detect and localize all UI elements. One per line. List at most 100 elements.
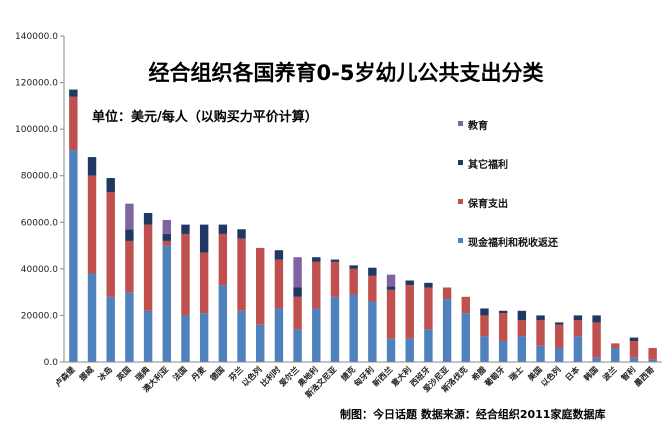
bar-segment <box>87 175 97 274</box>
x-tick-label: 以色列 <box>240 364 264 388</box>
bar-segment <box>218 285 228 362</box>
bar-segment <box>424 287 433 330</box>
x-tick-label: 挪威 <box>77 364 95 382</box>
bar-segment <box>218 233 228 286</box>
bar-segment <box>573 315 583 321</box>
bar-segment <box>648 359 657 362</box>
bar-segment <box>293 257 302 288</box>
y-tick-label: 140000.0 <box>15 32 58 42</box>
bar-segment <box>143 224 153 311</box>
bar-segment <box>293 287 302 297</box>
y-tick-label: 20000.0 <box>21 311 58 321</box>
bar-segment <box>349 294 358 362</box>
x-tick-label: 丹麦 <box>188 364 208 384</box>
bar-segment <box>106 192 115 297</box>
bar-segment <box>424 329 433 362</box>
y-tick-label: 80000.0 <box>21 172 58 182</box>
bar-segment <box>181 315 190 362</box>
bar-segment <box>555 324 564 349</box>
x-tick-label: 韩国 <box>582 364 600 382</box>
bar-segment <box>162 245 171 362</box>
y-tick-label: 40000.0 <box>21 265 58 275</box>
bar-segment <box>199 252 209 314</box>
bar-segment <box>611 343 620 349</box>
bar-segment <box>442 287 452 300</box>
bar-segment <box>368 267 377 276</box>
bar-segment <box>162 240 171 246</box>
legend-swatch <box>458 121 463 126</box>
bar-segment <box>87 157 97 176</box>
bar-segment <box>274 250 284 260</box>
bar-segment <box>312 257 321 262</box>
bar-segment <box>424 282 433 288</box>
y-tick-label: 120000.0 <box>15 79 58 89</box>
x-tick-label: 新西兰 <box>370 364 394 388</box>
bar-segment <box>461 296 470 314</box>
x-tick-label: 瑞士 <box>507 364 525 382</box>
x-tick-label: 以色列 <box>539 364 563 388</box>
bar-segment <box>143 212 153 225</box>
bar-segment <box>517 310 527 321</box>
bar-segment <box>498 341 508 362</box>
bar-segment <box>498 310 508 314</box>
bar-segment <box>592 315 601 323</box>
bar-segment <box>218 224 228 234</box>
bar-segment <box>536 320 545 346</box>
y-tick-label: 100000.0 <box>15 125 58 135</box>
bar-segment <box>648 348 657 360</box>
bar-segment <box>312 261 321 309</box>
bar-segment <box>162 233 171 241</box>
bar-segment <box>386 289 396 339</box>
bar-segment <box>274 308 284 362</box>
bar-segment <box>125 229 134 241</box>
bar-segment <box>592 357 601 362</box>
bar-segment <box>330 296 340 362</box>
y-axis: 0.0 20000.0 40000.0 60000.0 80000.0 100000.0 1… <box>15 32 65 368</box>
bar-segment <box>349 265 358 269</box>
bar-segment <box>629 341 639 358</box>
bar-segment <box>592 322 601 358</box>
bar-segment <box>181 233 190 316</box>
bar-segment <box>237 310 246 362</box>
bar-segment <box>368 301 377 362</box>
bar-segment <box>293 296 302 330</box>
bar-segment <box>517 336 527 362</box>
bar-segment <box>256 247 265 325</box>
x-tick-label: 爱尔兰 <box>277 364 301 388</box>
bar-segment <box>573 320 583 337</box>
chart-title: 经合组织各国养育0-5岁幼儿公共支出分类 <box>149 61 545 85</box>
bar-segment <box>442 299 452 362</box>
x-tick-label: 意大利 <box>389 364 413 388</box>
x-tick-label: 德国 <box>208 364 226 382</box>
bar-segment <box>368 275 377 302</box>
bar-segment <box>199 224 209 253</box>
y-tick-label: 60000.0 <box>21 218 58 228</box>
bar-segment <box>237 229 246 239</box>
bar-segment <box>573 336 583 362</box>
bar-segment <box>461 313 470 362</box>
bar-segment <box>330 259 340 262</box>
bar-segment <box>405 338 414 362</box>
x-tick-label: 墨西哥 <box>632 364 656 388</box>
bar-segment <box>629 357 639 362</box>
legend-swatch <box>458 199 463 204</box>
bar-segment <box>555 322 564 325</box>
bar-segment <box>69 89 78 97</box>
bar-segment <box>536 315 545 321</box>
bar-segment <box>199 313 209 362</box>
bar-segment <box>125 240 134 293</box>
bar-segment <box>293 329 302 362</box>
bar-segment <box>143 310 153 362</box>
legend-swatch <box>458 160 463 165</box>
bar-segment <box>349 268 358 295</box>
bar-segment <box>87 273 97 362</box>
bar-segment <box>611 348 620 362</box>
bar-segment <box>106 178 115 193</box>
bar-segment <box>181 224 190 234</box>
bar-segment <box>555 348 564 362</box>
bar-segment <box>480 336 489 362</box>
legend-swatch <box>458 238 463 243</box>
